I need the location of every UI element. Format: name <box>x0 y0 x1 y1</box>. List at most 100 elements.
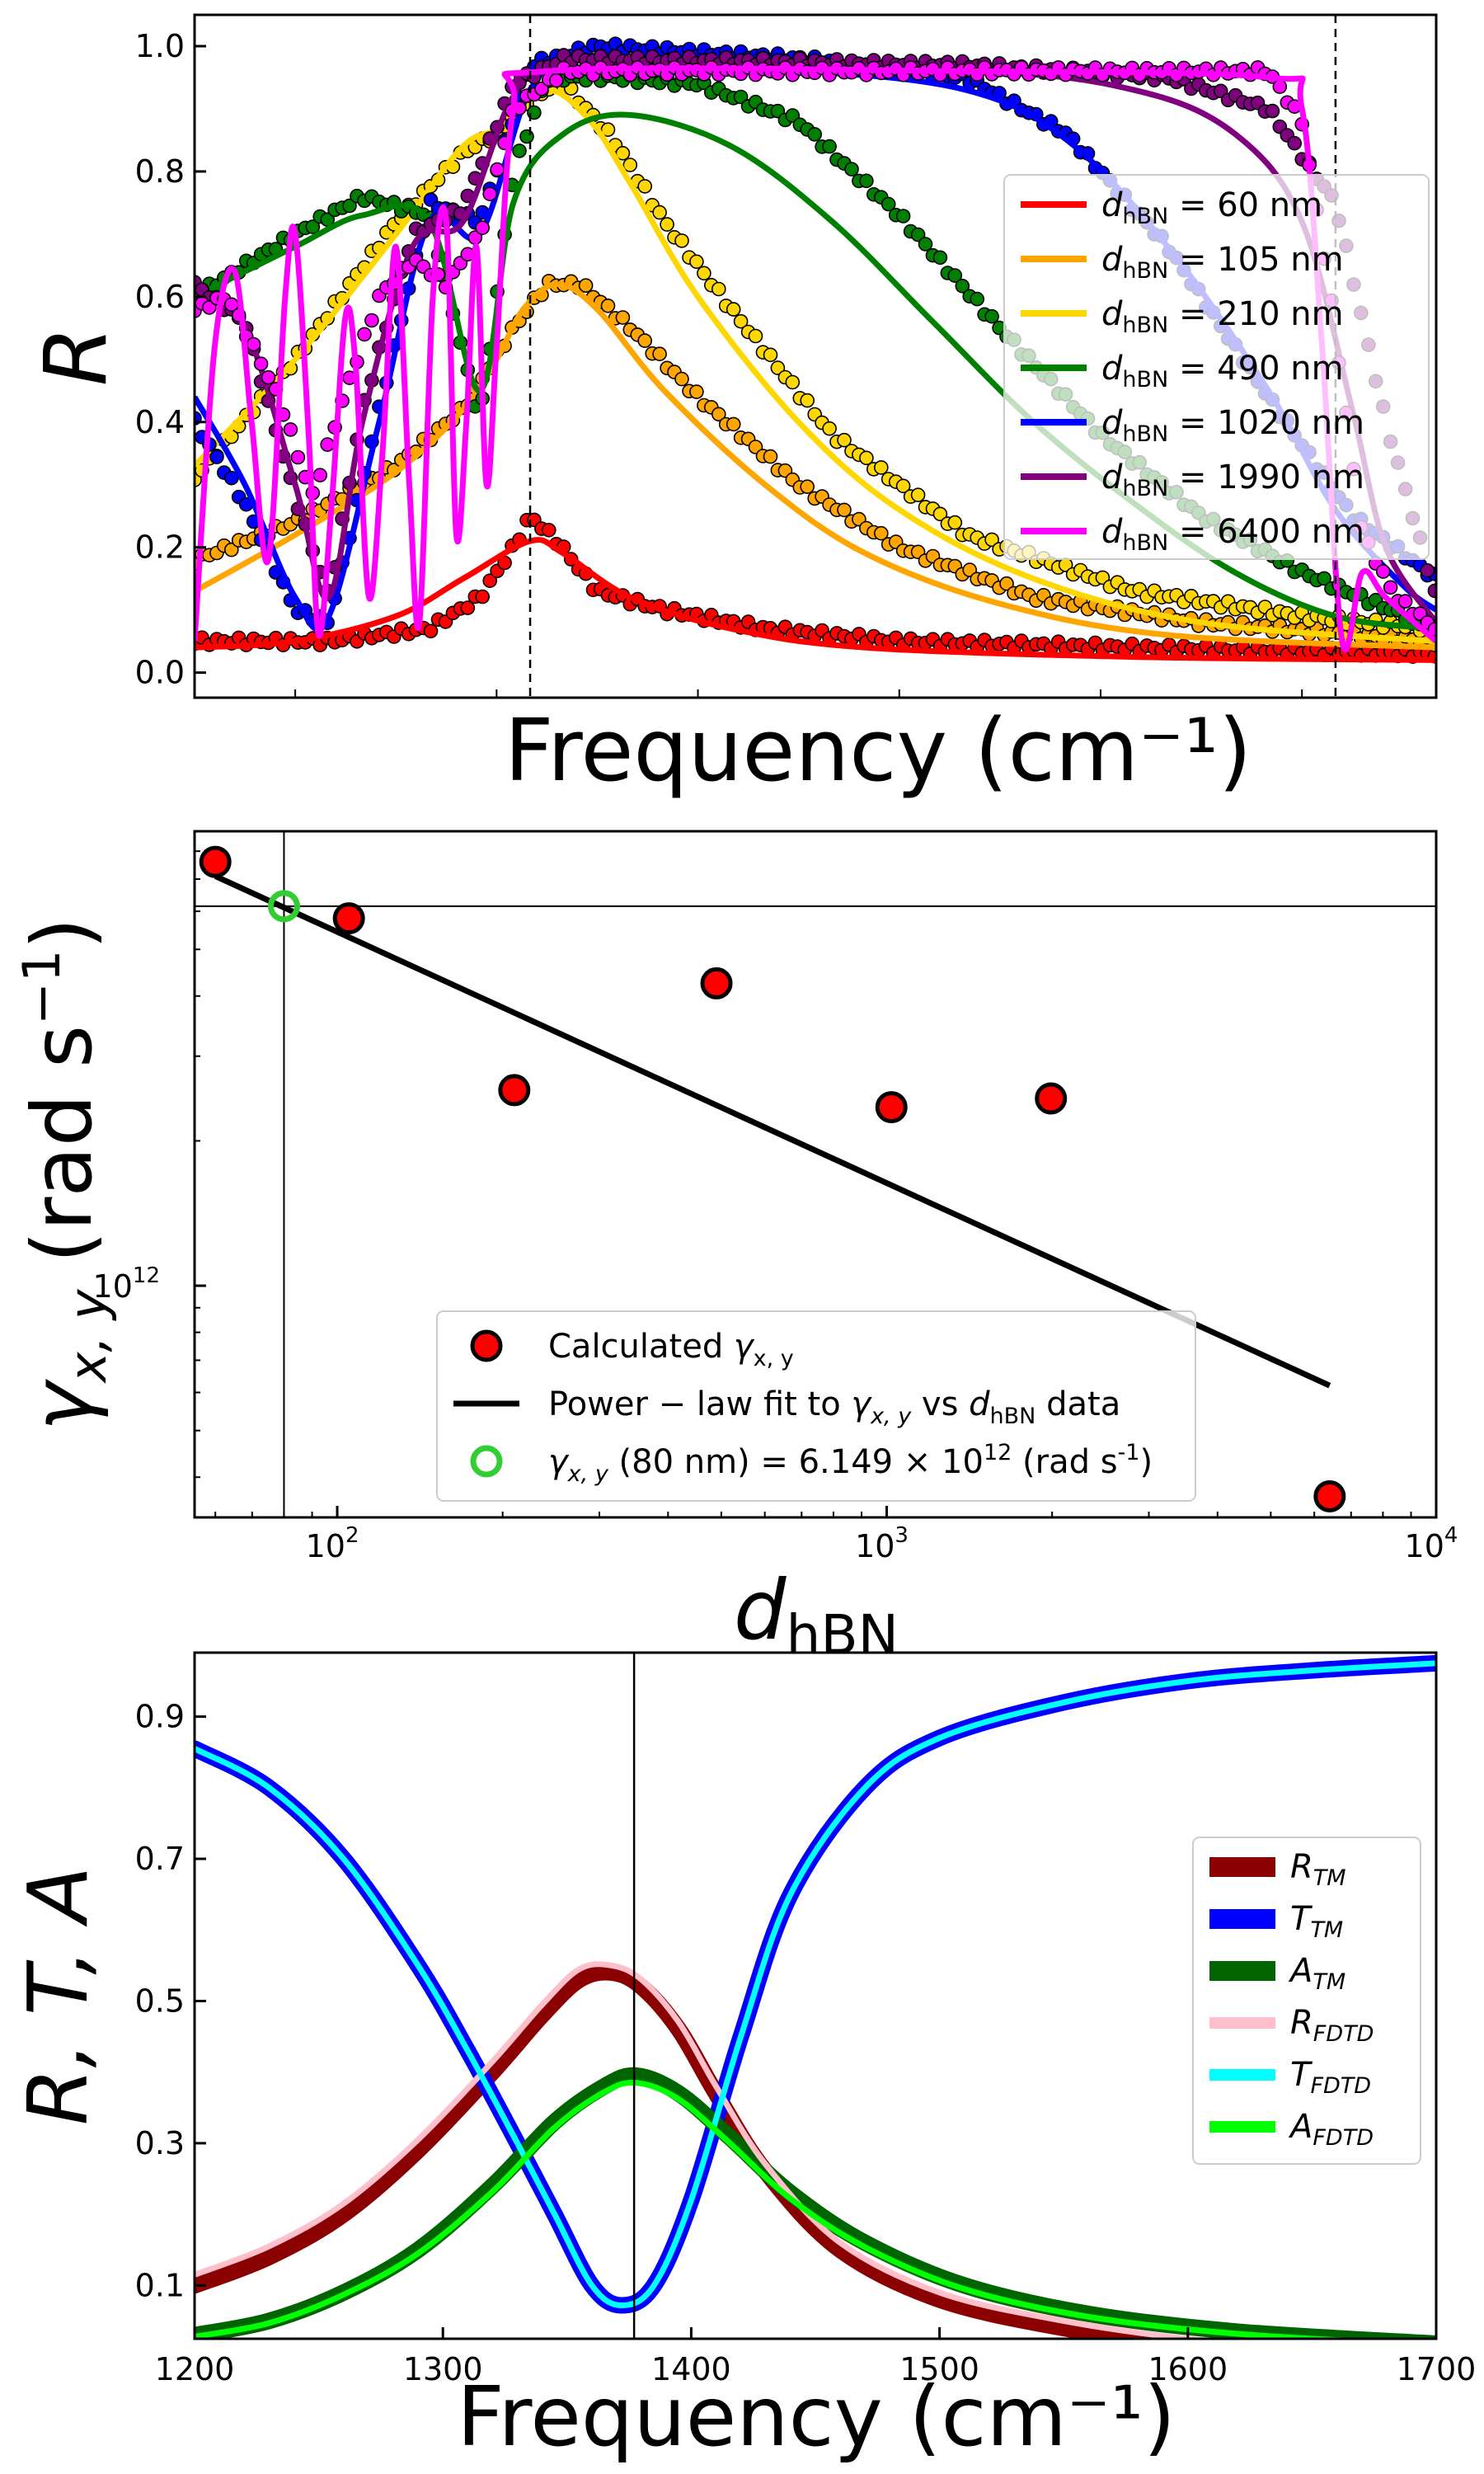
p2-xtick-label: 102 <box>306 1523 359 1564</box>
p2-legend-label-2: Power − law fit to γx, y vs dhBN data <box>548 1385 1120 1429</box>
p1-data-point <box>844 162 859 176</box>
p1-legend-eq: = <box>1168 513 1217 551</box>
p1-data-point <box>357 327 372 342</box>
p2-legend-1-text: Calculated <box>548 1328 734 1366</box>
p1-data-point <box>660 217 674 232</box>
p1-data-point <box>748 328 763 344</box>
p1-legend-d: d <box>1101 350 1123 388</box>
p3-legend-label: RFDTD <box>1290 2004 1374 2047</box>
p2-legend-3-exp: 12 <box>984 1440 1012 1465</box>
p1-data-point <box>637 333 653 348</box>
p2-axes-frame <box>193 830 1438 1519</box>
p1-data-point <box>519 129 534 144</box>
p2-xtick-base: 10 <box>306 1528 345 1564</box>
p1-legend-name: 490 nm <box>1217 350 1343 388</box>
p1-ytick-label: 0.2 <box>135 529 185 566</box>
p1-data-point <box>652 346 667 362</box>
p1-data-point <box>895 478 911 494</box>
p1-legend-label: dhBN = 210 nm <box>1101 295 1344 338</box>
p2-legend-label-3: γx, y (80 nm) = 6.149 × 1012 (rad s-1) <box>548 1440 1153 1487</box>
p3-y-axis-label: R, T, A <box>10 1866 106 2125</box>
p1-data-point <box>1287 135 1302 151</box>
p1-data-point <box>548 73 564 88</box>
p1-legend-box <box>1003 174 1430 560</box>
p3-legend-main: A <box>1288 2108 1313 2146</box>
p2-xtick-label: 103 <box>855 1523 909 1564</box>
p2-legend-label-1: Calculated γx, y <box>548 1328 794 1371</box>
p1-fit-line <box>195 281 1436 651</box>
p1-legend-label: dhBN = 1020 nm <box>1101 404 1364 447</box>
p2-legend-2-text: Power − law fit to <box>548 1385 851 1423</box>
p1-data-point <box>615 310 631 325</box>
p1-legend-name: 60 nm <box>1217 186 1322 224</box>
p1-data-point <box>785 374 801 390</box>
p1-legend-name: 6400 nm <box>1217 513 1364 551</box>
p2-ytick-exp: 12 <box>133 1263 160 1288</box>
p1-data-point <box>342 198 357 214</box>
p1-legend-label: dhBN = 105 nm <box>1101 241 1344 284</box>
p1-series-1 <box>195 274 1436 652</box>
p3-series-5 <box>195 2079 1368 2339</box>
p1-data-point <box>733 313 749 329</box>
p1-ytick-label: 1.0 <box>135 28 185 64</box>
p1-legend-d: d <box>1101 241 1123 279</box>
p1-data-point <box>726 302 741 317</box>
p1-data-point <box>947 268 963 283</box>
p1-legend-sub: hBN <box>1122 258 1168 284</box>
p2-legend-3-sym: γ <box>548 1443 570 1481</box>
p1-data-point <box>223 542 239 557</box>
p1-legend-sub: hBN <box>1122 313 1168 338</box>
p1-data-point <box>881 196 896 212</box>
p1-data-point <box>837 432 852 448</box>
p2-legend-marker-points <box>470 1329 503 1362</box>
p1-data-point <box>253 356 269 372</box>
p1-ytick-label: 0.4 <box>135 404 185 440</box>
p2-calculated-point <box>875 1091 908 1124</box>
p3-axes-frame <box>193 1651 1438 2340</box>
p1-legend-sub: hBN <box>1122 530 1168 556</box>
p1-legend-eq: = <box>1168 295 1217 333</box>
p2-y-ticks: 1012 <box>93 850 206 1479</box>
p2-xlabel-main: d <box>734 1562 787 1658</box>
p3-legend-sub: TM <box>1310 1917 1343 1943</box>
p2-legend-3-unit-exp: -1 <box>1118 1440 1140 1465</box>
p2-ylabel-sub: x, y <box>58 1288 118 1384</box>
p1-data-point <box>910 227 926 242</box>
p1-y-axis-label: R <box>26 327 126 386</box>
p1-legend-d: d <box>1101 295 1123 333</box>
p1-data-point <box>1427 583 1436 599</box>
p1-data-point <box>910 487 926 503</box>
p1-data-point <box>733 89 749 105</box>
p1-ytick-label: 0.8 <box>135 153 185 190</box>
p3-legend-sub: FDTD <box>1310 2073 1371 2099</box>
p2-legend-1-sym: γ <box>734 1328 755 1366</box>
p1-legend-eq: = <box>1168 186 1217 224</box>
p2-xtick-exp: 4 <box>1444 1523 1458 1548</box>
p1-legend-name: 1990 nm <box>1217 459 1364 496</box>
p1-data-point <box>1375 564 1391 579</box>
p3-legend-main: T <box>1290 2056 1313 2094</box>
p1-legend-name: 1020 nm <box>1217 404 1364 442</box>
p1-y-ticks: 0.0 0.2 0.4 0.6 0.8 1.0 <box>135 28 206 691</box>
p2-calculated-point <box>498 1074 531 1107</box>
p1-data-point <box>512 143 527 158</box>
p2-calculated-point <box>700 967 733 999</box>
p3-legend-label: TFDTD <box>1290 2056 1371 2099</box>
p1-legend-name: 105 nm <box>1217 241 1343 279</box>
p2-legend-2-sub: x, y <box>870 1404 912 1429</box>
p1-data-point <box>600 298 616 313</box>
p3-legend-label: TTM <box>1290 1900 1343 1943</box>
p2-ytick-base: 10 <box>93 1268 133 1305</box>
p1-data-point <box>460 600 476 615</box>
p1-legend-d: d <box>1101 186 1123 224</box>
p1-data-point <box>822 421 837 436</box>
p1-legend-d: d <box>1101 404 1123 442</box>
p1-data-point <box>578 278 594 294</box>
p2-x-ticks: 102 103 104 <box>214 1506 1458 1564</box>
p1-x-axis-label: Frequency (cm⁻¹) <box>505 700 1252 801</box>
p1-data-point <box>1397 594 1413 609</box>
p1-data-point <box>1272 79 1288 94</box>
